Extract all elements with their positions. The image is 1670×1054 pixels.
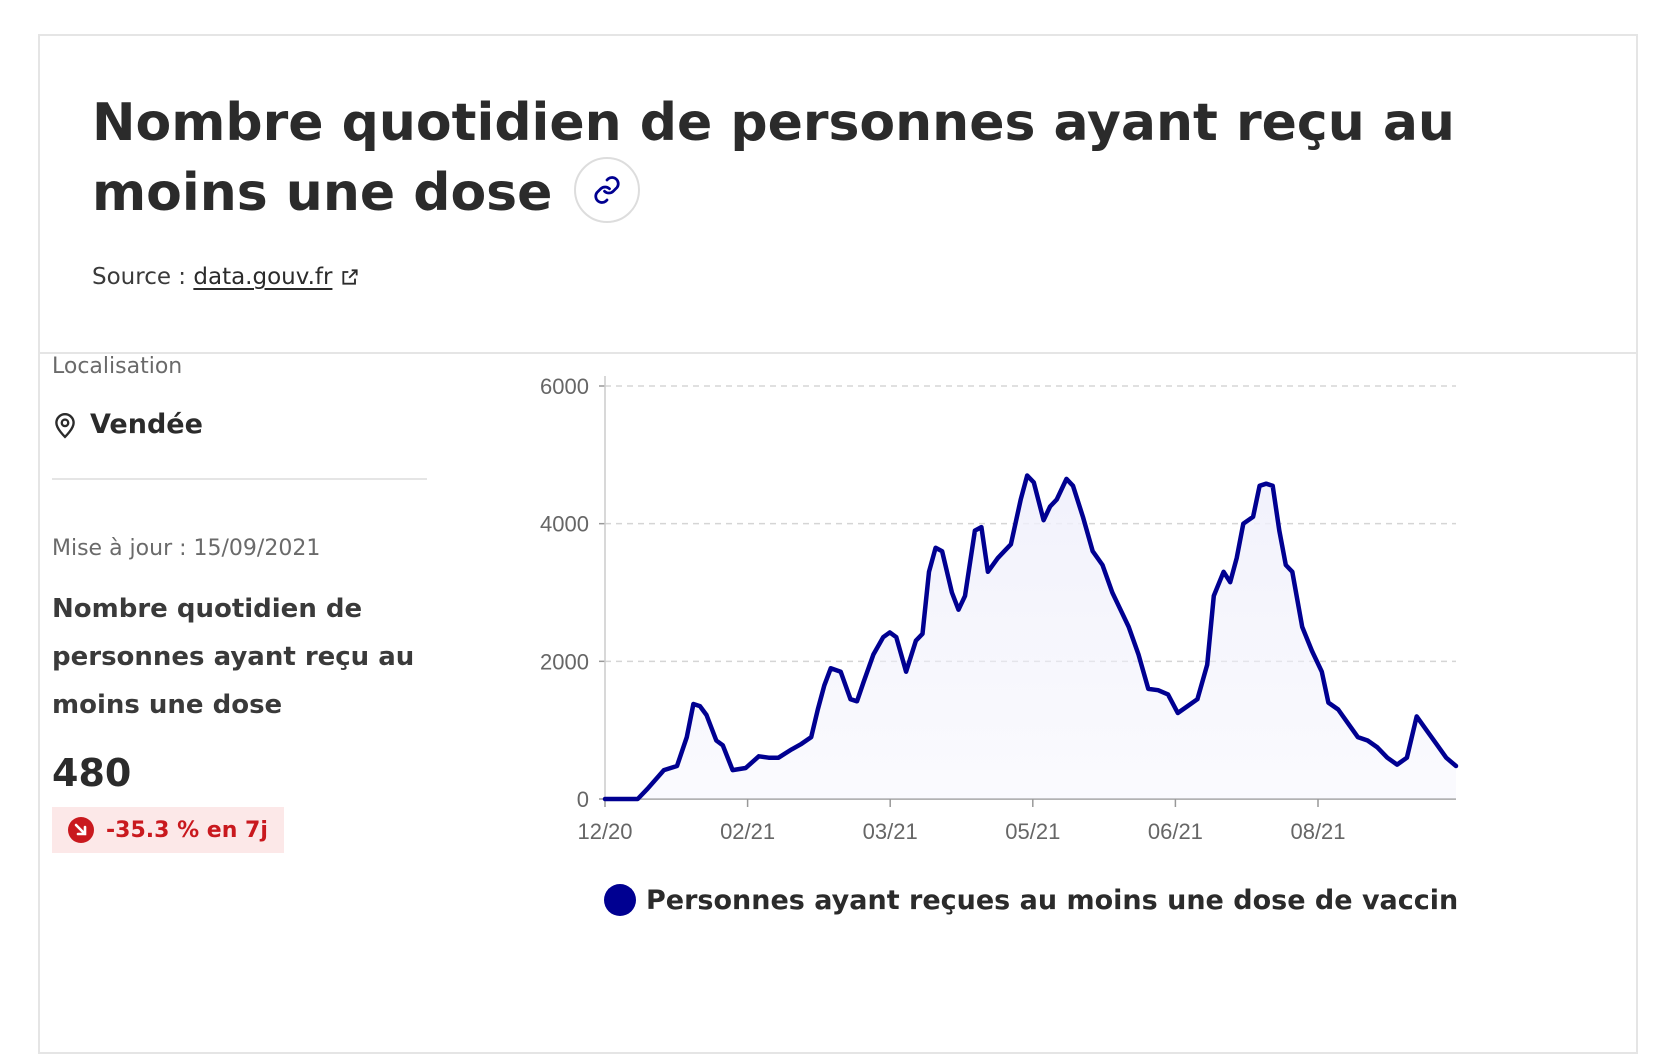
y-tick-label: 2000 — [540, 649, 589, 674]
link-icon — [594, 176, 620, 204]
external-link-icon — [342, 269, 359, 285]
line-chart: 0 2000 4000 6000 12/20 02/21 03/21 05/21 06/21 08… — [540, 374, 1459, 844]
x-tick-label: 03/21 — [863, 819, 918, 844]
location-label: Localisation — [52, 354, 183, 379]
y-tick-label: 4000 — [540, 512, 589, 537]
x-tick-label: 06/21 — [1148, 819, 1203, 844]
trend-text: -35.3 % en 7j — [106, 817, 268, 843]
source-line: Source : data.gouv.fr — [92, 264, 360, 290]
trend-badge: -35.3 % en 7j — [52, 807, 284, 853]
x-tick-label: 02/21 — [720, 819, 775, 844]
source-link[interactable]: data.gouv.fr — [193, 264, 360, 290]
x-tick-label: 12/20 — [577, 819, 632, 844]
location-selector[interactable]: Vendée — [52, 409, 427, 440]
copy-link-button[interactable] — [574, 157, 641, 223]
chart-area: 0 2000 4000 6000 12/20 02/21 03/21 05/21 06/21 08… — [490, 360, 1570, 860]
legend-marker — [604, 884, 636, 916]
indicator-card: Nombre quotidien de personnes ayant reçu… — [38, 34, 1638, 1054]
page-title: Nombre quotidien de personnes ayant reçu… — [92, 88, 1572, 229]
updated-date: Mise à jour : 15/09/2021 — [52, 536, 321, 561]
source-link-text: data.gouv.fr — [193, 264, 333, 290]
indicator-title: Nombre quotidien de personnes ayant reçu… — [52, 594, 415, 720]
location-value: Vendée — [90, 409, 203, 440]
x-tick-label: 05/21 — [1005, 819, 1060, 844]
page-title-text: Nombre quotidien de personnes ayant reçu… — [92, 93, 1455, 223]
indicator-value: 480 — [52, 751, 132, 795]
y-tick-label: 6000 — [540, 374, 589, 399]
legend-label: Personnes ayant reçues au moins une dose… — [646, 884, 1459, 916]
source-label: Source : — [92, 264, 187, 290]
arrow-down-right-icon — [68, 817, 94, 843]
info-panel: Localisation Vendée Mise à jour : 15/09/… — [52, 354, 427, 853]
panel-divider — [52, 478, 427, 480]
chart-legend: Personnes ayant reçues au moins une dose… — [604, 884, 1458, 916]
series-line — [602, 473, 1459, 802]
series-area — [605, 475, 1456, 799]
card-header: Nombre quotidien de personnes ayant reçu… — [40, 36, 1636, 354]
map-pin-icon — [55, 412, 75, 438]
y-tick-label: 0 — [577, 787, 589, 812]
x-tick-label: 08/21 — [1290, 819, 1345, 844]
